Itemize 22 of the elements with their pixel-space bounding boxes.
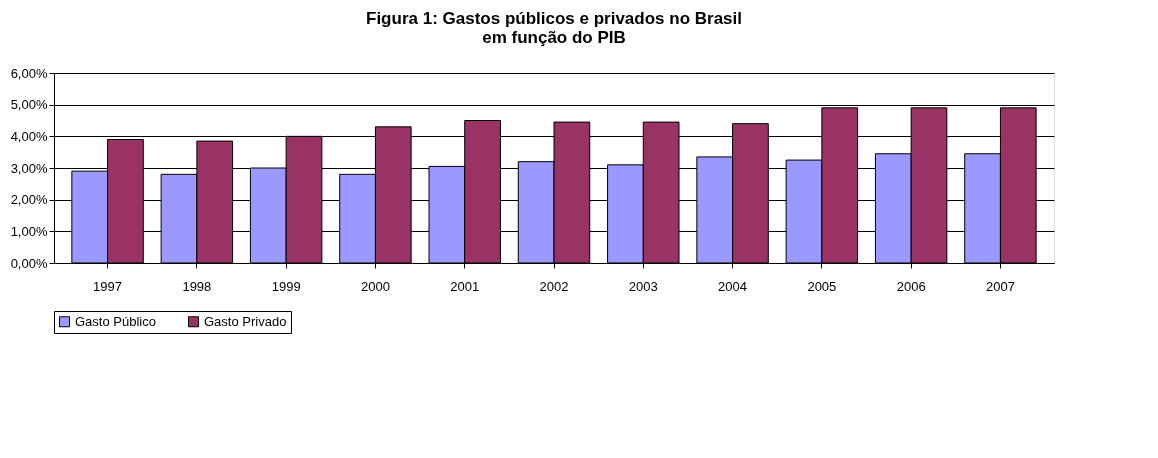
x-tick-label: 1999 [271,278,301,294]
x-tick-label: 2005 [807,278,837,294]
text: Figura 1: Gastos públicos e privados no Brasil [366,9,742,28]
y-tick-label: 5,00% [10,97,48,113]
legend-label: Gasto Público [75,313,156,329]
y-tick-label: 4,00% [10,128,48,144]
x-tick-label: 1997 [93,278,123,294]
legend-label: Gasto Privado [204,313,287,329]
text: em função do PIB [482,28,626,47]
y-tick-label: 1,00% [10,223,48,239]
x-tick-label: 2006 [896,278,926,294]
y-tick-label: 6,00% [10,65,48,81]
x-tick-label: 2002 [539,278,569,294]
x-tick-label: 1998 [182,278,212,294]
x-tick-label: 2001 [450,278,480,294]
x-tick-label: 2003 [628,278,658,294]
x-tick-label: 2000 [360,278,390,294]
x-tick-label: 2007 [985,278,1015,294]
y-tick-label: 2,00% [10,192,48,208]
y-tick-label: 0,00% [10,255,48,271]
x-tick-label: 2004 [718,278,748,294]
y-tick-label: 3,00% [10,160,48,176]
